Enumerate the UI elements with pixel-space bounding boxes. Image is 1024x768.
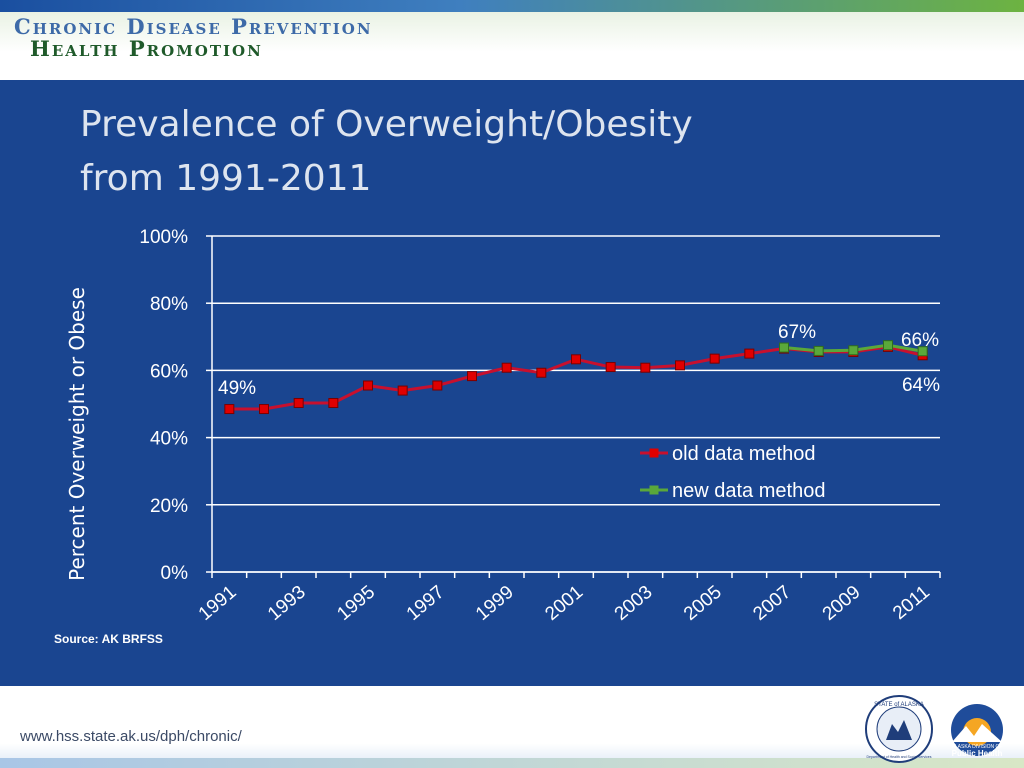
data-point <box>848 345 859 356</box>
data-point <box>779 342 789 353</box>
logo-text-line1: ALASKA DIVISION OF <box>952 744 1003 750</box>
brand-title-line2: Health Promotion <box>30 36 263 61</box>
data-point <box>259 404 269 415</box>
data-label: 64% <box>902 375 940 396</box>
prevalence-line-chart: 0% 20% 40% 60% 80% 100% 1991 1993 1995 1997 1999 20… <box>65 227 941 625</box>
top-accent-stripe <box>0 0 1024 12</box>
x-tick-label: 2007 <box>749 582 795 625</box>
data-point <box>363 380 373 391</box>
x-tick-label: 1993 <box>264 582 310 625</box>
public-health-logo: ALASKA DIVISION OF Public Health <box>951 704 1003 758</box>
y-tick-label: 20% <box>150 496 188 517</box>
x-tick-label: 2011 <box>889 582 934 624</box>
y-tick-label: 40% <box>150 429 188 450</box>
brand-title-line1: Chronic Disease Prevention <box>14 14 373 39</box>
data-point <box>224 404 235 415</box>
x-tick-label: 2005 <box>680 582 726 625</box>
header-glow <box>0 12 1024 52</box>
data-point <box>917 346 928 357</box>
seal-text: STATE of ALASKA <box>874 702 924 708</box>
data-point <box>813 345 824 356</box>
footer-rule <box>0 758 1024 768</box>
data-point <box>536 367 547 378</box>
x-tick-label: 2001 <box>541 582 587 625</box>
data-point <box>501 362 512 373</box>
footer-band <box>0 686 1024 768</box>
legend-label: new data method <box>672 480 825 502</box>
data-point <box>675 360 685 371</box>
data-point <box>571 354 581 365</box>
data-label: 67% <box>778 322 816 343</box>
seal-subtext: Department of Health and Social Services <box>867 755 932 759</box>
data-point <box>293 397 304 408</box>
slide-panel <box>0 80 1024 686</box>
data-point <box>467 371 477 382</box>
slide-title-line1: Prevalence of Overweight/Obesity <box>80 104 693 145</box>
logo-text-line2: Public Health <box>952 749 1003 758</box>
legend-label: old data method <box>672 443 815 465</box>
data-point <box>709 353 720 364</box>
data-label: 49% <box>218 378 256 399</box>
data-point <box>328 397 339 408</box>
mountain-icon <box>952 724 1002 742</box>
data-point <box>640 362 651 373</box>
y-tick-label: 80% <box>150 294 188 315</box>
y-tick-label: 100% <box>139 227 188 248</box>
data-point <box>605 362 616 373</box>
y-tick-label: 0% <box>161 563 189 584</box>
data-point <box>397 385 408 396</box>
data-label: 66% <box>901 330 939 351</box>
state-of-alaska-seal: STATE of ALASKA Department of Health and… <box>865 695 933 763</box>
legend-marker <box>649 448 659 458</box>
x-tick-label: 1999 <box>472 582 518 625</box>
x-tick-label: 2003 <box>611 582 657 625</box>
x-tick-label: 1997 <box>403 582 449 625</box>
y-tick-label: 60% <box>150 361 188 382</box>
legend-marker <box>649 485 659 495</box>
data-point <box>432 380 443 391</box>
slide-title-line2: from 1991-2011 <box>80 158 372 199</box>
slide-title: Prevalence of Overweight/Obesity from 19… <box>80 98 693 206</box>
x-tick-label: 2009 <box>819 582 865 625</box>
y-axis-title: Percent Overweight or Obese <box>65 287 89 581</box>
data-point <box>883 340 893 351</box>
alaska-map-icon <box>886 720 912 740</box>
source-note: Source: AK BRFSS <box>54 632 163 646</box>
footer-url[interactable]: www.hss.state.ak.us/dph/chronic/ <box>20 728 242 745</box>
x-tick-label: 1991 <box>195 582 241 625</box>
data-point <box>744 348 755 359</box>
x-tick-label: 1995 <box>333 582 379 625</box>
